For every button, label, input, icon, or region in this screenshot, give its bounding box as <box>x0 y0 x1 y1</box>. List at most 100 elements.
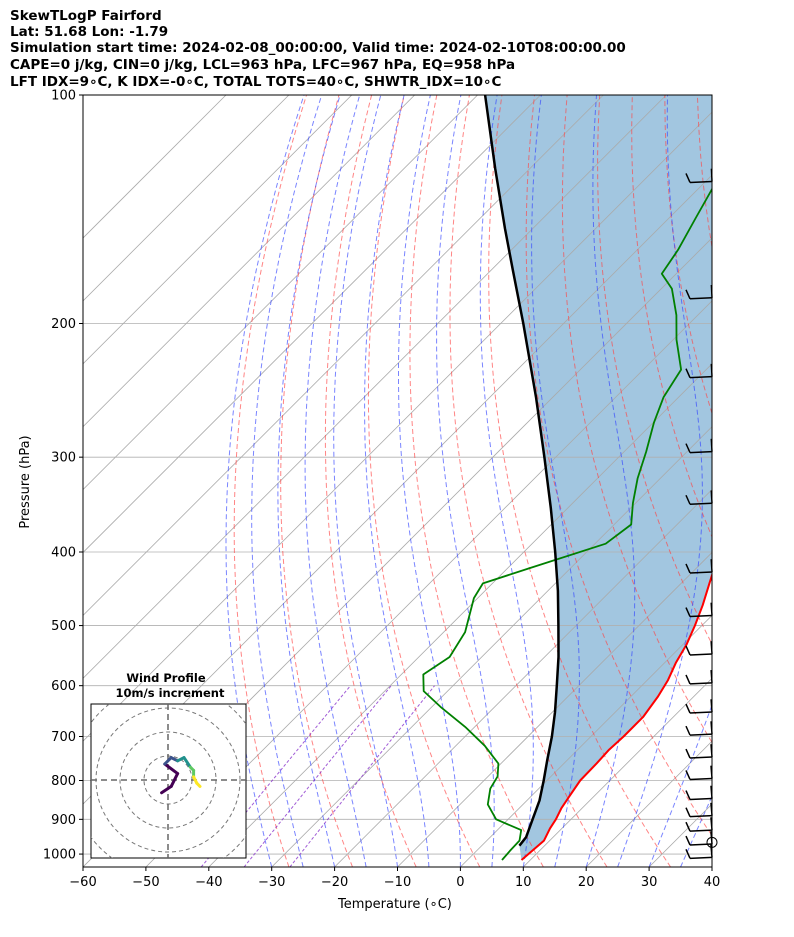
hodograph-segment <box>163 762 180 776</box>
wind-barb <box>685 785 713 801</box>
dry-adiabat <box>597 95 712 646</box>
axes: −60 −50 −40 −30 −20 −10 0 10 20 30 40 100 200 300 400 5… <box>43 89 720 891</box>
y-tick-label: 300 <box>51 451 76 466</box>
y-tick-label: 900 <box>51 813 76 828</box>
profile-lines <box>422 95 712 861</box>
barb-flag <box>689 450 713 454</box>
isotherm <box>83 111 712 742</box>
barb-tick <box>685 443 691 453</box>
barb-flag <box>689 375 713 379</box>
isotherm <box>397 551 712 867</box>
title-times: Simulation start time: 2024-02-08_00:00:… <box>10 40 626 56</box>
title-indices-2: LFT IDX=9∘C, K IDX=-0∘C, TOTAL TOTS=40∘C… <box>10 74 502 90</box>
dry-adiabat <box>525 95 712 837</box>
barb-flag <box>689 297 713 300</box>
moist-adiabat <box>585 95 636 867</box>
isotherm <box>83 95 541 554</box>
isotherm <box>711 866 712 867</box>
y-tick-label: 200 <box>51 317 76 332</box>
moist-adiabat <box>277 95 341 867</box>
x-axis-label: Temperature (∘C) <box>337 897 452 912</box>
y-tick-label: 600 <box>51 679 76 694</box>
y-tick-label: 500 <box>51 619 76 634</box>
isotherm <box>83 95 290 302</box>
title-station: SkewTLogP Fairford <box>10 8 162 24</box>
barb-tick <box>685 725 691 736</box>
isotherm <box>83 95 353 365</box>
moist-adiabat <box>398 95 461 867</box>
wind-barb <box>685 744 713 759</box>
y-axis-label: Pressure (hPa) <box>18 435 33 528</box>
barb-tick <box>685 790 691 800</box>
x-tick-label: −40 <box>195 875 222 890</box>
wind-barb <box>685 831 713 846</box>
temperature-line <box>520 572 712 861</box>
barb-flag <box>689 711 713 714</box>
barb-tick <box>685 563 691 574</box>
mixing-ratio-line <box>243 685 392 867</box>
wind-barb <box>685 721 713 736</box>
barb-flag <box>689 682 713 685</box>
barb-tick <box>685 607 691 617</box>
x-tick-label: −60 <box>69 875 96 890</box>
moist-adiabat <box>711 865 712 867</box>
x-tick-label: −50 <box>132 875 159 890</box>
barb-flag <box>689 733 713 736</box>
dry-adiabat <box>449 95 608 867</box>
wind-barb <box>685 641 713 656</box>
title-location: Lat: 51.68 Lon: -1.79 <box>10 24 169 40</box>
dry-adiabat <box>730 95 794 867</box>
hodograph-title: Wind Profile <box>126 671 206 685</box>
y-tick-label: 400 <box>51 546 76 561</box>
x-tick-label: 40 <box>704 875 721 890</box>
x-tick-label: −10 <box>384 875 411 890</box>
barb-tick <box>685 703 691 714</box>
moist-adiabat <box>436 95 495 867</box>
moist-adiabat <box>648 703 712 867</box>
isotherm <box>83 95 604 616</box>
moist-adiabat <box>364 95 430 867</box>
barb-tick <box>685 494 691 505</box>
dry-adiabat <box>280 95 353 867</box>
y-tick-label: 100 <box>51 89 76 104</box>
dewpoint-line <box>422 187 712 861</box>
barb-tick <box>685 807 691 817</box>
barb-tick <box>685 368 691 378</box>
hodograph-subtitle: 10m/s increment <box>116 686 225 700</box>
x-tick-label: 20 <box>578 875 595 890</box>
barb-flag <box>689 856 713 860</box>
dry-adiabat <box>763 95 794 867</box>
barb-tick <box>685 748 691 759</box>
hodograph-segment <box>169 772 180 788</box>
x-tick-label: 0 <box>456 875 464 890</box>
barb-tick <box>685 770 691 780</box>
parcel-line <box>483 95 560 847</box>
barb-tick <box>685 645 691 656</box>
moist-adiabat <box>680 794 712 867</box>
moist-adiabat <box>333 95 398 867</box>
moist-adiabat <box>225 95 305 867</box>
moist-adiabat <box>744 95 794 867</box>
moist-adiabat <box>531 95 580 867</box>
dry-adiabat <box>233 95 307 867</box>
isotherm <box>271 426 712 867</box>
x-tick-label: 30 <box>641 875 658 890</box>
hodograph-segment <box>160 784 173 795</box>
isotherm <box>83 95 415 428</box>
cape-shading <box>485 95 712 860</box>
dry-adiabat <box>561 95 712 744</box>
barb-flag <box>689 571 713 574</box>
isotherm <box>460 614 712 867</box>
moist-adiabat <box>304 95 367 867</box>
wind-barb <box>685 699 713 714</box>
moist-adiabat <box>617 95 703 867</box>
barb-tick <box>685 821 691 832</box>
x-tick-label: −30 <box>258 875 285 890</box>
moist-adiabat <box>251 95 323 867</box>
isotherm <box>775 95 794 867</box>
barb-flag <box>689 180 713 184</box>
dry-adiabat <box>409 95 544 867</box>
hodograph-segment <box>163 756 173 766</box>
barb-tick <box>685 173 691 183</box>
moist-adiabat <box>479 95 534 867</box>
